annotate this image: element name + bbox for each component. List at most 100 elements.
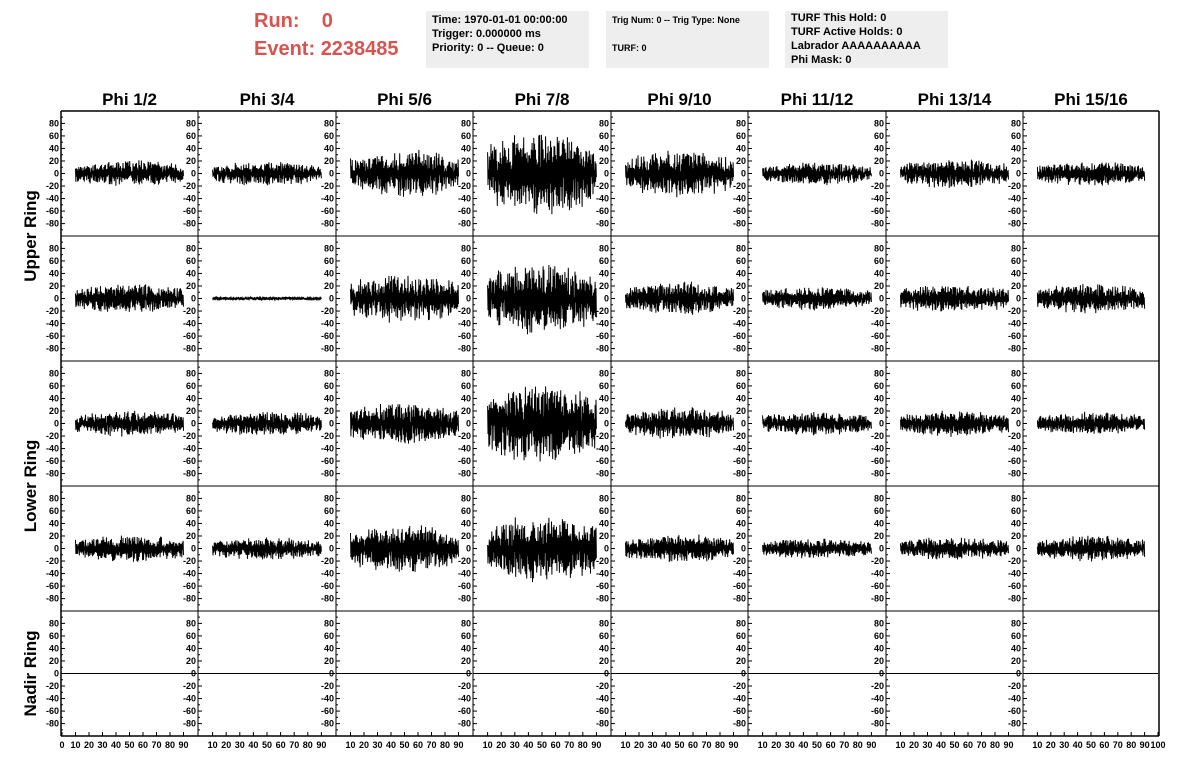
y-tick-label: -20 [596, 181, 609, 191]
y-tick-label: 60 [1011, 631, 1021, 641]
y-tick-label: -80 [321, 219, 334, 229]
y-tick-label: -20 [183, 556, 196, 566]
y-tick-label: 0 [466, 294, 471, 304]
y-tick-label: 0 [329, 169, 334, 179]
x-tick-label: 40 [248, 740, 258, 750]
y-tick-label: 60 [186, 381, 196, 391]
y-tick-label: 80 [186, 118, 196, 128]
y-tick-label: -20 [596, 556, 609, 566]
waveform-trace [900, 537, 1009, 560]
y-tick-label: 20 [49, 531, 59, 541]
waveform-trace [762, 287, 872, 311]
y-tick-label: 20 [1011, 156, 1021, 166]
y-tick-label: -80 [321, 469, 334, 479]
y-tick-label: -40 [46, 569, 59, 579]
x-tick-label: 50 [399, 740, 409, 750]
y-tick-label: -20 [1008, 681, 1021, 691]
y-tick-label: -40 [183, 194, 196, 204]
y-tick-label: -60 [1008, 581, 1021, 591]
x-tick-label: 70 [426, 740, 436, 750]
y-tick-label: 40 [874, 393, 884, 403]
y-tick-label: -40 [733, 444, 746, 454]
run-value: 0 [321, 10, 333, 32]
waveform-trace [75, 535, 184, 562]
y-tick-label: -60 [1008, 456, 1021, 466]
y-tick-label: -80 [596, 469, 609, 479]
x-tick-label: 20 [359, 740, 369, 750]
y-tick-label: -80 [1008, 719, 1021, 729]
y-tick-label: 20 [186, 656, 196, 666]
y-tick-label: -80 [733, 219, 746, 229]
y-tick-label: -20 [458, 306, 471, 316]
y-tick-label: -60 [46, 706, 59, 716]
x-tick-label: 60 [551, 740, 561, 750]
y-tick-label: -80 [871, 344, 884, 354]
y-tick-label: -60 [458, 206, 471, 216]
event-value: 2238485 [320, 38, 399, 60]
x-tick-label: 60 [276, 740, 286, 750]
waveform-trace [900, 159, 1009, 188]
x-tick-label: 70 [976, 740, 986, 750]
y-tick-label: -40 [183, 694, 196, 704]
y-tick-label: 20 [874, 531, 884, 541]
priority-line: Priority: 0 -- Queue: 0 [432, 42, 544, 54]
y-tick-label: 80 [461, 118, 471, 128]
y-tick-label: -60 [183, 206, 196, 216]
y-tick-label: 20 [324, 156, 334, 166]
x-tick-label: 80 [165, 740, 175, 750]
y-tick-label: 60 [49, 256, 59, 266]
y-tick-label: 80 [599, 243, 609, 253]
y-tick-label: 60 [736, 381, 746, 391]
y-tick-label: -40 [321, 569, 334, 579]
y-tick-label: -60 [596, 581, 609, 591]
y-tick-label: -40 [321, 194, 334, 204]
y-tick-label: 20 [461, 406, 471, 416]
y-tick-label: 80 [1011, 243, 1021, 253]
y-tick-label: 0 [1016, 169, 1021, 179]
y-tick-label: -20 [1008, 306, 1021, 316]
y-tick-label: 20 [461, 656, 471, 666]
y-tick-label: 20 [461, 281, 471, 291]
x-tick-label: 80 [853, 740, 863, 750]
y-tick-label: -60 [321, 581, 334, 591]
y-tick-label: -40 [458, 694, 471, 704]
y-tick-label: -80 [733, 719, 746, 729]
y-tick-label: 80 [324, 368, 334, 378]
x-tick-label: 20 [496, 740, 506, 750]
y-tick-label: -40 [871, 319, 884, 329]
y-tick-label: -20 [733, 556, 746, 566]
waveform-trace [212, 162, 322, 186]
waveform-trace [625, 150, 734, 198]
y-tick-label: -40 [458, 444, 471, 454]
y-tick-label: -40 [1008, 194, 1021, 204]
y-tick-label: -80 [458, 344, 471, 354]
y-tick-label: -20 [596, 306, 609, 316]
y-tick-label: -80 [596, 719, 609, 729]
y-tick-label: 0 [741, 669, 746, 679]
y-tick-label: 60 [1011, 506, 1021, 516]
waveform-trace [900, 410, 1009, 437]
y-tick-label: -60 [1008, 706, 1021, 716]
waveform-trace [625, 281, 734, 315]
y-tick-label: -80 [183, 344, 196, 354]
y-tick-label: 40 [736, 143, 746, 153]
y-tick-label: -40 [1008, 319, 1021, 329]
y-tick-label: 20 [1011, 406, 1021, 416]
y-tick-label: -60 [871, 581, 884, 591]
y-tick-label: 20 [599, 156, 609, 166]
y-tick-label: -40 [458, 194, 471, 204]
y-tick-label: -20 [183, 306, 196, 316]
x-tick-label: 90 [728, 740, 738, 750]
y-tick-label: -20 [1008, 431, 1021, 441]
y-tick-label: -80 [733, 344, 746, 354]
y-tick-label: -80 [1008, 219, 1021, 229]
y-tick-label: 60 [461, 256, 471, 266]
y-tick-label: -40 [321, 694, 334, 704]
y-tick-label: -40 [733, 694, 746, 704]
y-tick-label: -80 [458, 219, 471, 229]
y-tick-label: -20 [321, 681, 334, 691]
x-tick-label: 40 [661, 740, 671, 750]
x-tick-label: 40 [386, 740, 396, 750]
y-tick-label: -20 [321, 431, 334, 441]
y-tick-label: -60 [871, 706, 884, 716]
